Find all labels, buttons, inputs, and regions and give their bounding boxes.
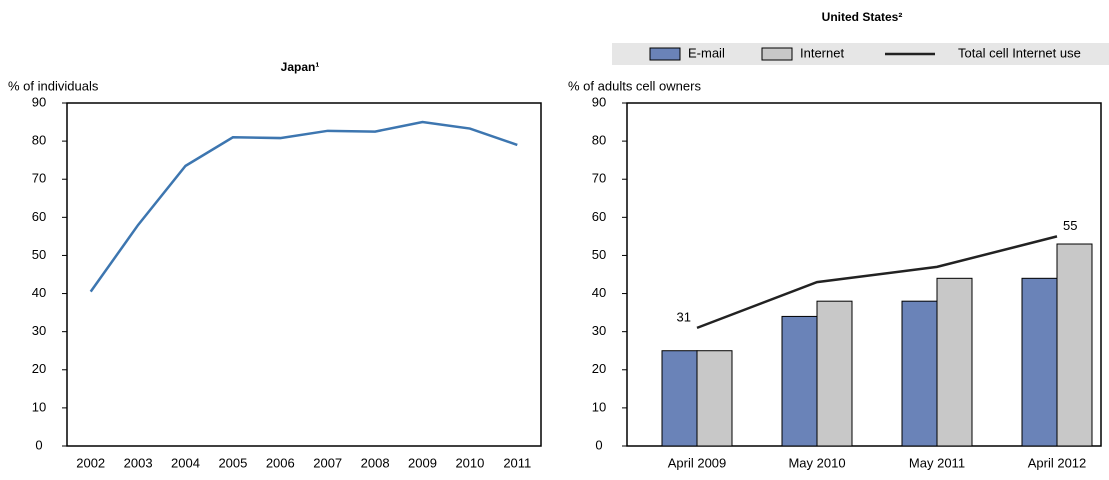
- x-tick-label: April 2012: [1028, 455, 1087, 470]
- x-tick-label: 2010: [455, 455, 484, 470]
- y-tick-label: 80: [32, 133, 46, 148]
- x-tick-label: 2008: [361, 455, 390, 470]
- bar: [661, 350, 698, 447]
- chart-title: United States²: [822, 10, 903, 24]
- x-tick-label: April 2009: [668, 455, 727, 470]
- x-tick-label: 2003: [124, 455, 153, 470]
- y-tick-label: 60: [32, 209, 46, 224]
- y-tick-label: 40: [592, 285, 606, 300]
- y-tick-label: 70: [592, 171, 606, 186]
- y-tick-label: 50: [32, 247, 46, 262]
- y-tick-label: 50: [592, 247, 606, 262]
- bar: [1021, 277, 1058, 447]
- bar: [696, 350, 733, 447]
- y-axis-label: % of adults cell owners: [568, 78, 701, 93]
- bar: [901, 300, 938, 447]
- bar: [816, 300, 853, 447]
- x-tick-label: 2004: [171, 455, 200, 470]
- bar: [1056, 243, 1093, 447]
- data-label: 55: [1063, 218, 1077, 233]
- x-tick-label: 2005: [218, 455, 247, 470]
- x-tick-label: May 2010: [788, 455, 845, 470]
- y-tick-label: 10: [592, 399, 606, 414]
- x-tick-label: 2007: [313, 455, 342, 470]
- y-tick-label: 30: [32, 323, 46, 338]
- chart-title: Japan¹: [281, 60, 320, 74]
- y-tick-label: 70: [32, 171, 46, 186]
- bar: [781, 315, 818, 447]
- legend-label: Internet: [800, 45, 844, 60]
- plot-frame: [66, 102, 542, 447]
- legend-label: Total cell Internet use: [958, 45, 1081, 60]
- line: [696, 235, 1058, 330]
- y-tick-label: 0: [595, 437, 602, 452]
- x-tick-label: 2011: [503, 455, 531, 470]
- plot-frame: [626, 102, 1102, 447]
- y-tick-label: 90: [32, 94, 46, 109]
- data-label: 31: [677, 309, 691, 324]
- y-tick-label: 60: [592, 209, 606, 224]
- y-tick-label: 40: [32, 285, 46, 300]
- x-tick-label: 2009: [408, 455, 437, 470]
- y-tick-label: 10: [32, 399, 46, 414]
- y-axis-label: % of individuals: [8, 78, 99, 93]
- legend-swatch: [761, 47, 793, 61]
- y-tick-label: 20: [592, 361, 606, 376]
- y-tick-label: 20: [32, 361, 46, 376]
- line: [89, 120, 518, 293]
- x-tick-label: May 2011: [909, 455, 965, 470]
- y-tick-label: 80: [592, 133, 606, 148]
- y-tick-label: 90: [592, 94, 606, 109]
- y-tick-label: 0: [35, 437, 42, 452]
- legend-label: E-mail: [688, 45, 725, 60]
- y-tick-label: 30: [592, 323, 606, 338]
- bar: [936, 277, 973, 447]
- legend-swatch: [649, 47, 681, 61]
- x-tick-label: 2002: [76, 455, 105, 470]
- x-tick-label: 2006: [266, 455, 295, 470]
- legend-background: [612, 43, 1109, 65]
